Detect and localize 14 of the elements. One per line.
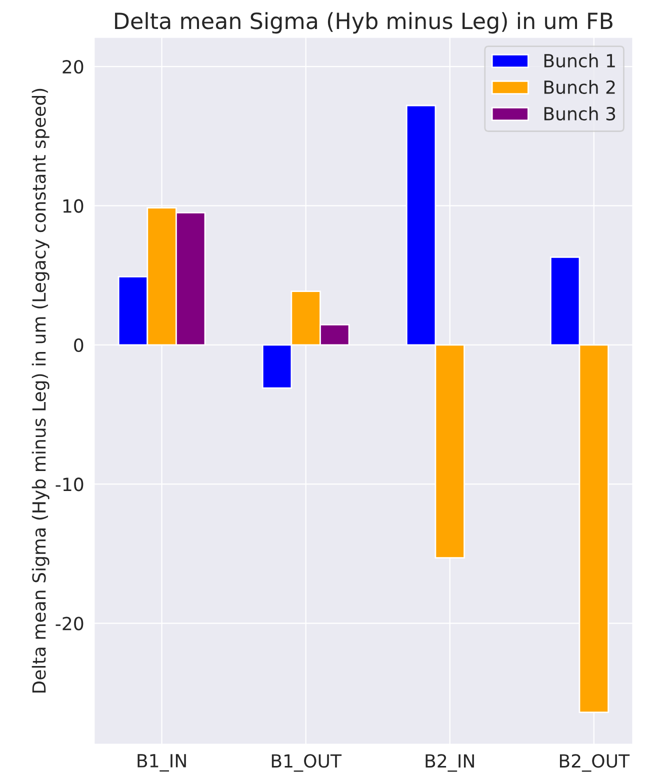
- y-tick-label: -10: [56, 478, 84, 492]
- legend-label: Bunch 2: [544, 80, 615, 94]
- y-tick-label: -20: [56, 616, 84, 630]
- x-tick-label: B1_OUT: [272, 754, 342, 772]
- y-tick-label: 10: [63, 199, 84, 213]
- chart-title: Delta mean Sigma (Hyb minus Leg) in um FB: [115, 12, 612, 34]
- y-tick-label: 0: [74, 338, 84, 352]
- x-tick-label: B2_OUT: [560, 754, 630, 772]
- legend-label: Bunch 1: [544, 54, 615, 68]
- y-axis-title: Delta mean Sigma (Hyb minus Leg) in um (Legacy constant speed): [32, 88, 50, 693]
- x-tick-label: B1_IN: [138, 754, 186, 772]
- x-tick-label: B2_IN: [426, 754, 474, 772]
- legend-label: Bunch 3: [544, 106, 616, 121]
- y-tick-label: 20: [62, 60, 84, 74]
